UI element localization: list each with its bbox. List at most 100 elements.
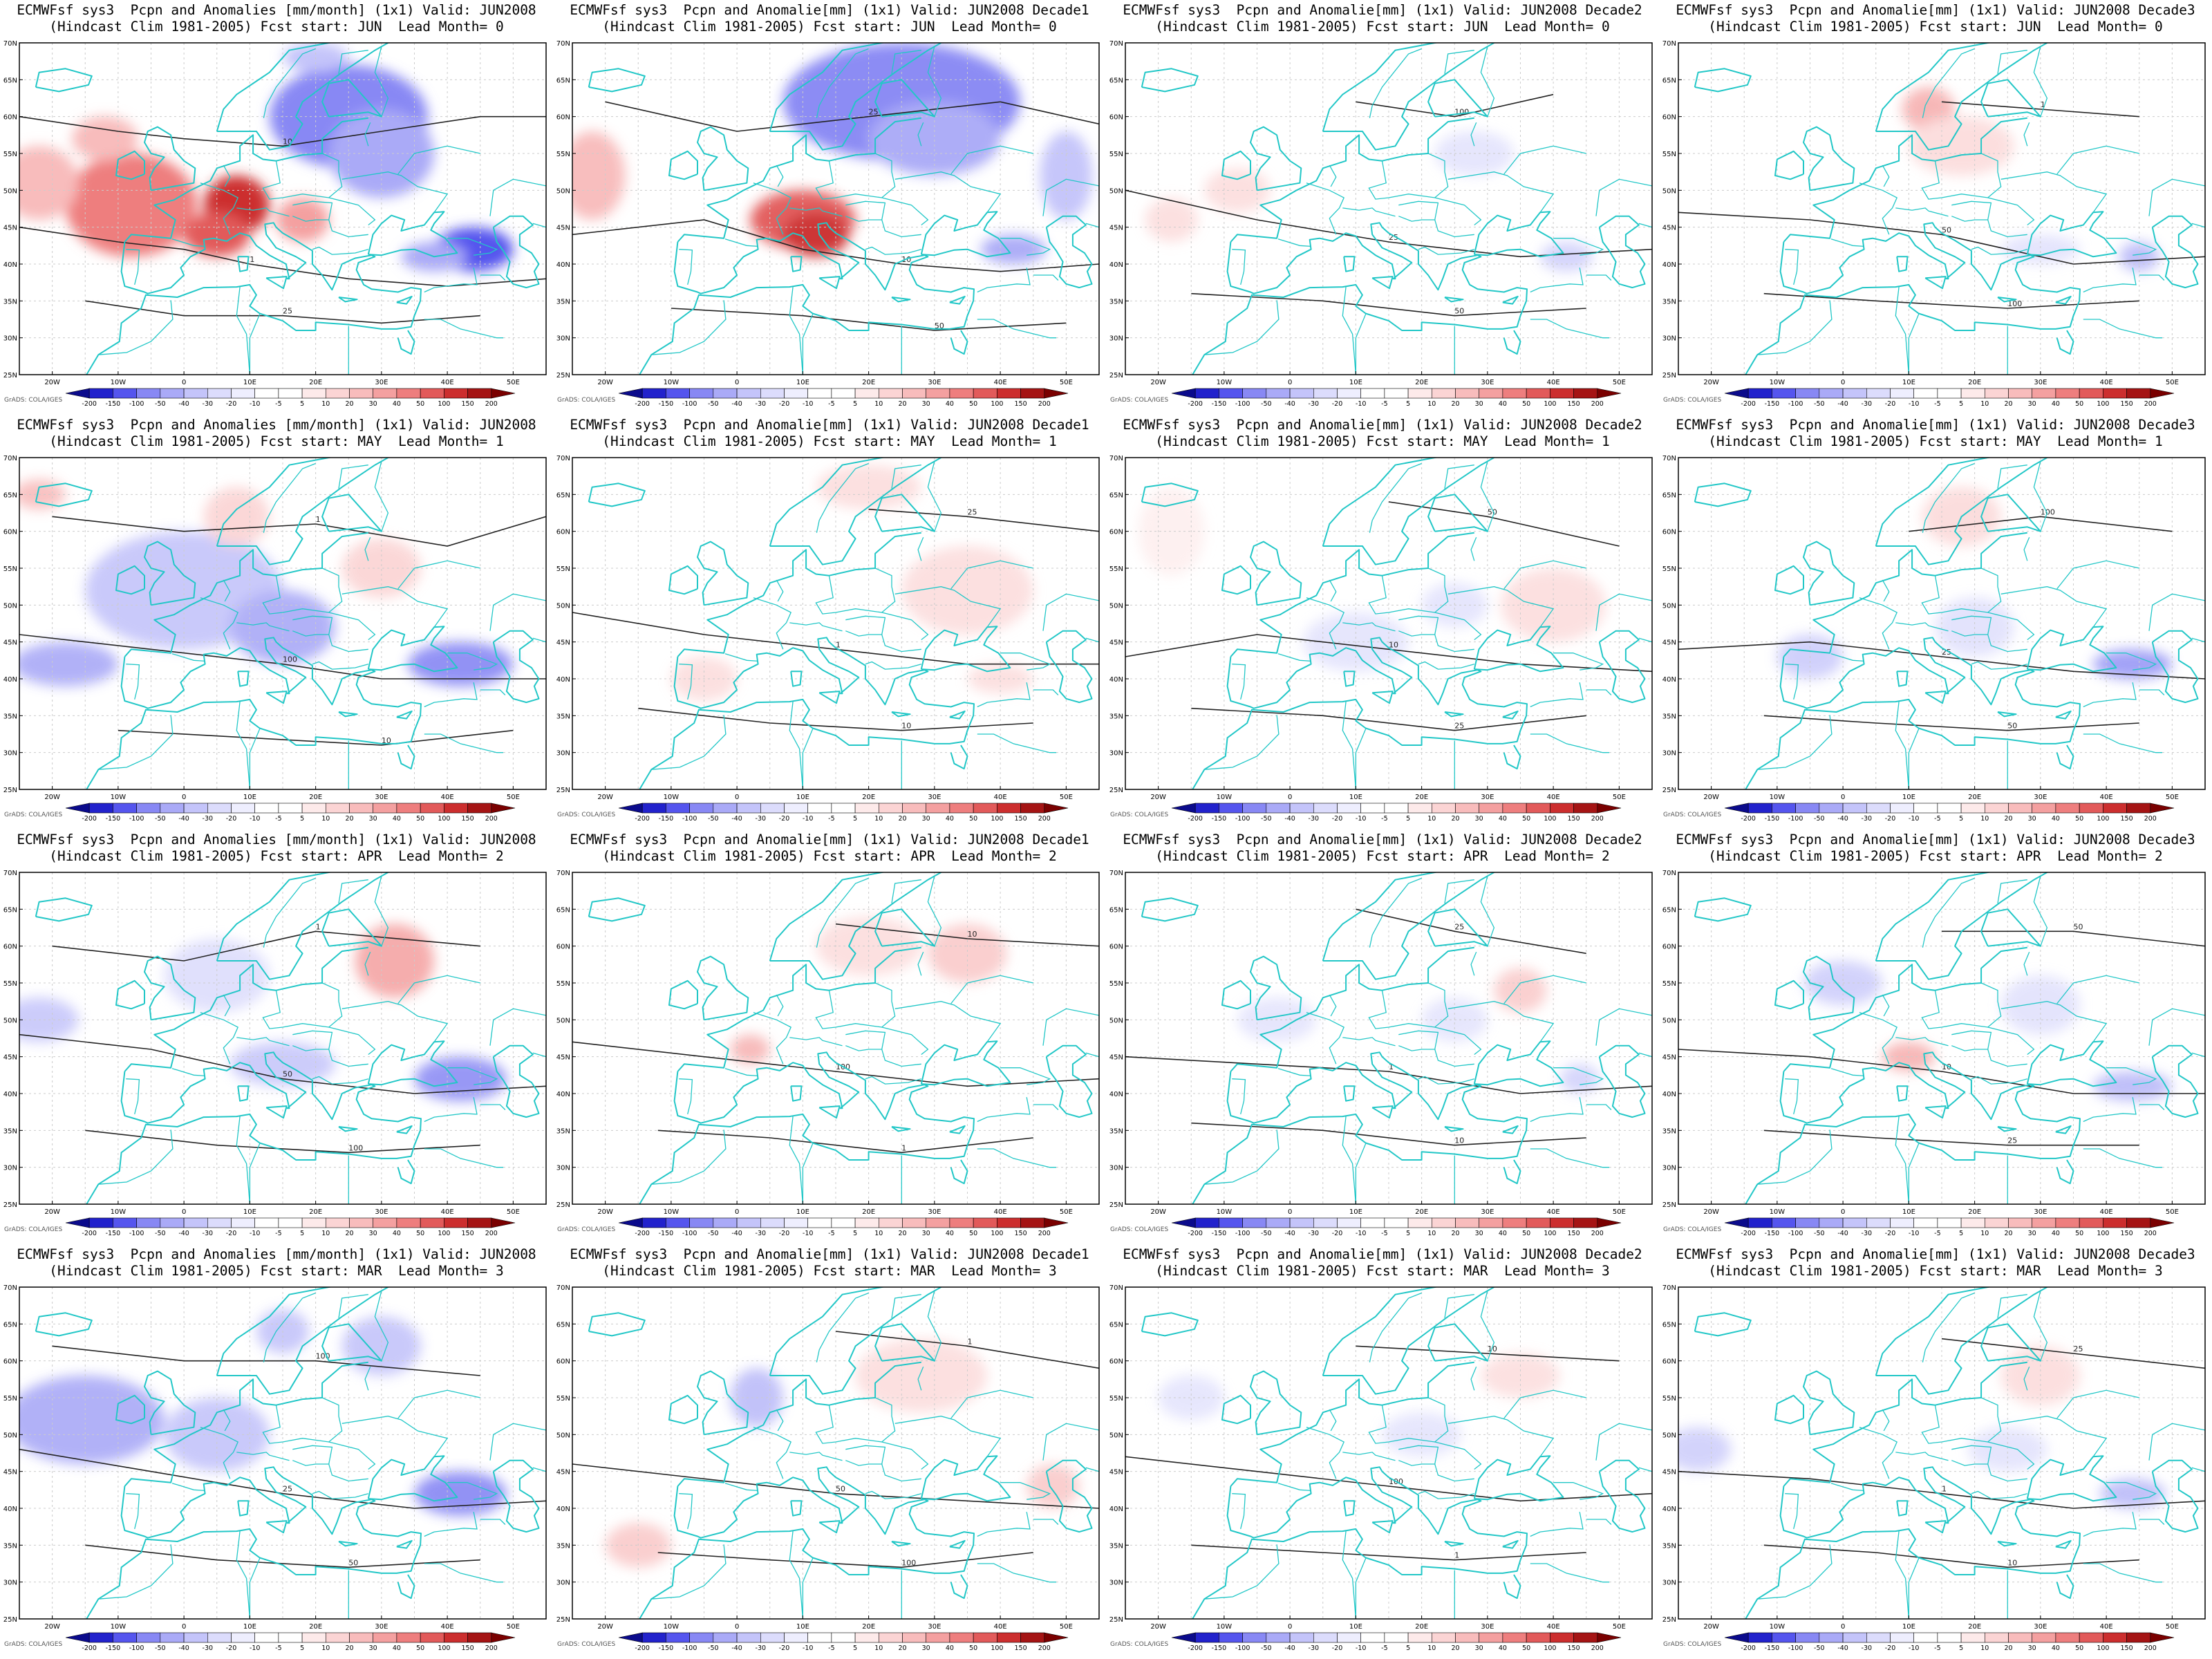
colorbar-swatch (278, 1217, 303, 1228)
country-border (1434, 634, 1474, 653)
colorbar-label: 50 (2075, 400, 2083, 408)
colorbar-swatch (444, 388, 468, 399)
country-border (815, 982, 896, 1029)
country-border (881, 1463, 921, 1482)
colorbar-swatch (1337, 388, 1362, 399)
lon-tick-label: 0 (1288, 379, 1292, 386)
lat-tick-label: 35N (1662, 1542, 1676, 1550)
lat-tick-label: 55N (1109, 565, 1123, 573)
country-border (977, 1563, 1057, 1583)
colorbar-swatch (641, 1632, 666, 1643)
coastline (891, 1126, 911, 1132)
country-border (776, 994, 784, 1017)
anomaly-region (1138, 487, 1205, 576)
colorbar-label: -150 (106, 1230, 121, 1237)
colorbar-swatch (1407, 1217, 1432, 1228)
colorbar-label: 150 (1015, 400, 1027, 408)
country-border (1757, 300, 1833, 355)
coastline (588, 482, 646, 507)
country-border (1971, 661, 2027, 670)
lon-tick-label: 20E (309, 1208, 322, 1216)
country-border (651, 715, 727, 770)
colorbar-label: -150 (1212, 815, 1227, 823)
colorbar-swatch (207, 388, 232, 399)
lat-tick-label: 35N (1662, 1127, 1676, 1135)
colorbar-swatch (349, 803, 374, 814)
panel-subtitle: (Hindcast Clim 1981-2005) Fcst start: MA… (1708, 433, 2163, 449)
lon-tick-label: 10W (111, 1208, 126, 1216)
lon-tick-label: 40E (441, 379, 454, 386)
country-border (1277, 238, 1311, 247)
coastline (237, 671, 250, 687)
country-border (1882, 994, 1890, 1017)
colorbar-swatch (2079, 1217, 2103, 1228)
lat-tick-label: 45N (3, 1054, 17, 1062)
colorbar-label: 200 (2144, 1644, 2157, 1652)
colorbar-label: -40 (178, 1644, 189, 1652)
colorbar-swatch (1266, 803, 1291, 814)
lat-tick-label: 25N (3, 1201, 17, 1209)
panel-title: ECMWFsf sys3 Pcpn and Anomalie[mm] (1x1)… (570, 2, 1089, 18)
lat-tick-label: 45N (1109, 639, 1123, 647)
contour-label: 10 (1389, 640, 1398, 649)
country-border (1444, 50, 1474, 74)
anomaly-region (328, 109, 435, 198)
colorbar-label: -200 (1741, 815, 1756, 823)
coastline (35, 68, 93, 93)
colorbar-swatch (618, 1632, 643, 1643)
colorbar-swatch (1384, 803, 1409, 814)
country-border (1355, 1143, 1367, 1204)
colorbar-swatch (1044, 1632, 1069, 1643)
colorbar-label: 50 (416, 815, 424, 823)
colorbar-label: -5 (828, 815, 834, 823)
country-border (1530, 1563, 1610, 1583)
panel-title: ECMWFsf sys3 Pcpn and Anomalies [mm/mont… (17, 2, 536, 18)
colorbar-label: 50 (1522, 815, 1530, 823)
colorbar-label: -100 (129, 1644, 144, 1652)
coastline (1141, 1312, 1199, 1337)
colorbar-swatch (2126, 388, 2151, 399)
country-border (1859, 597, 1898, 650)
coastline (1230, 532, 1474, 657)
country-border (1895, 702, 1910, 789)
colorbar-swatch (1772, 1217, 1796, 1228)
lon-tick-label: 20W (44, 1208, 60, 1216)
lat-tick-label: 60N (1662, 529, 1676, 536)
contour-line (52, 516, 546, 547)
lat-tick-label: 30N (3, 1165, 17, 1172)
lon-tick-label: 20W (597, 794, 613, 801)
colorbar-swatch (854, 388, 879, 399)
colorbar-swatch (1455, 1217, 1480, 1228)
colorbar-label: 30 (1475, 815, 1483, 823)
coastline (1896, 671, 1909, 687)
colorbar-label: -10 (1909, 815, 1920, 823)
lat-tick-label: 30N (556, 335, 570, 343)
country-border (845, 1030, 886, 1051)
credit-text: GrADS: COLA/IGES (4, 1226, 63, 1233)
coastline (668, 565, 698, 595)
colorbar-swatch (1289, 1632, 1314, 1643)
country-border (881, 219, 921, 238)
colorbar-label: 200 (2144, 1230, 2157, 1237)
colorbar-label: -50 (1261, 1230, 1272, 1237)
country-border (2191, 1052, 2205, 1058)
country-border (894, 171, 1002, 213)
colorbar-label: -10 (803, 1230, 814, 1237)
country-border (1830, 238, 1864, 247)
colorbar-label: -30 (756, 815, 767, 823)
colorbar-label: 200 (485, 400, 498, 408)
lon-tick-label: 20W (1150, 379, 1166, 386)
contour-label: 100 (283, 655, 297, 664)
colorbar-label: -150 (1765, 400, 1780, 408)
coastline (2026, 626, 2117, 673)
lat-tick-label: 60N (3, 529, 17, 536)
country-border (1997, 1294, 2027, 1318)
coastline (86, 1466, 422, 1619)
colorbar-swatch (760, 803, 785, 814)
lat-tick-label: 35N (556, 713, 570, 720)
lat-tick-label: 55N (3, 980, 17, 988)
lon-tick-label: 40E (1547, 379, 1560, 386)
lat-tick-label: 30N (3, 750, 17, 758)
map-panel: 100 1 10 70N 65N 60N 55N 50N 45N 40N 35N 30N 25N 20W 1… (1106, 1244, 1659, 1659)
country-border (1530, 1512, 1584, 1537)
